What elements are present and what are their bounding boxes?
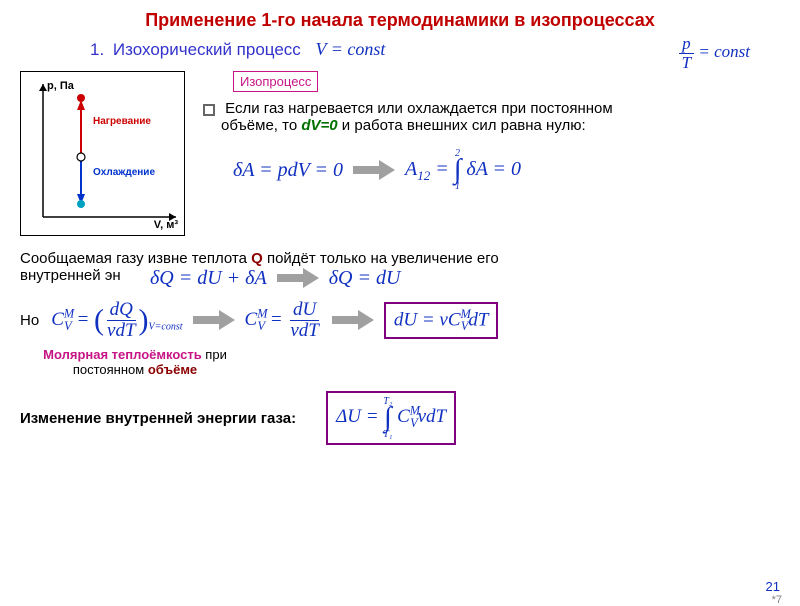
eq-dU-boxed: dU = νCMVdT bbox=[384, 302, 499, 339]
eq-A12: A12 = 2∫1 δA = 0 bbox=[405, 148, 521, 192]
isoprocess-box: Изопроцесс bbox=[233, 71, 318, 92]
arrow-icon bbox=[275, 266, 321, 290]
heating-label: Нагревание bbox=[93, 116, 151, 127]
subtitle-number: 1. bbox=[90, 40, 104, 59]
y-axis-label: p, Па bbox=[47, 80, 74, 92]
arrow-icon bbox=[351, 158, 397, 182]
page-total: *7 bbox=[772, 594, 782, 606]
slide-title: Применение 1-го начала термодинамики в и… bbox=[20, 10, 780, 31]
eq-dQ-short: δQ = dU bbox=[329, 267, 401, 290]
text-delta-U: Изменение внутренней энергии газа: bbox=[20, 410, 296, 427]
bullet-icon bbox=[203, 104, 215, 116]
pv-graph: p, Па V, м³ Нагревание Охлаждение bbox=[20, 71, 185, 236]
cooling-label: Охлаждение bbox=[93, 167, 155, 178]
arrow-icon bbox=[191, 308, 237, 332]
eq-dQ-full: δQ = dU + δA bbox=[150, 267, 267, 290]
ratio-formula: pT = const bbox=[679, 35, 750, 72]
eq-Cv-dU: CMV = dUνdT bbox=[245, 300, 322, 341]
subtitle-formula: V = const bbox=[316, 39, 386, 60]
x-axis-label: V, м³ bbox=[154, 219, 178, 231]
arrow-icon bbox=[330, 308, 376, 332]
subtitle-text: Изохорический процесс bbox=[113, 40, 301, 59]
text-but: Но bbox=[20, 312, 39, 329]
molar-caption: Молярная теплоёмкость при постоянном объ… bbox=[20, 347, 250, 377]
page-number: 21 bbox=[766, 579, 780, 594]
eq-deltaU-boxed: ΔU = T₂∫T₁ CMVνdT bbox=[326, 391, 456, 445]
text-block-1: Если газ нагревается или охлаждается при… bbox=[203, 100, 780, 134]
section-subtitle: 1. Изохорический процесс V = const bbox=[90, 39, 780, 60]
eq-dA: δA = pdV = 0 bbox=[233, 159, 343, 182]
eq-Cv-def: CMV = (dQνdT)V=const bbox=[51, 300, 182, 341]
